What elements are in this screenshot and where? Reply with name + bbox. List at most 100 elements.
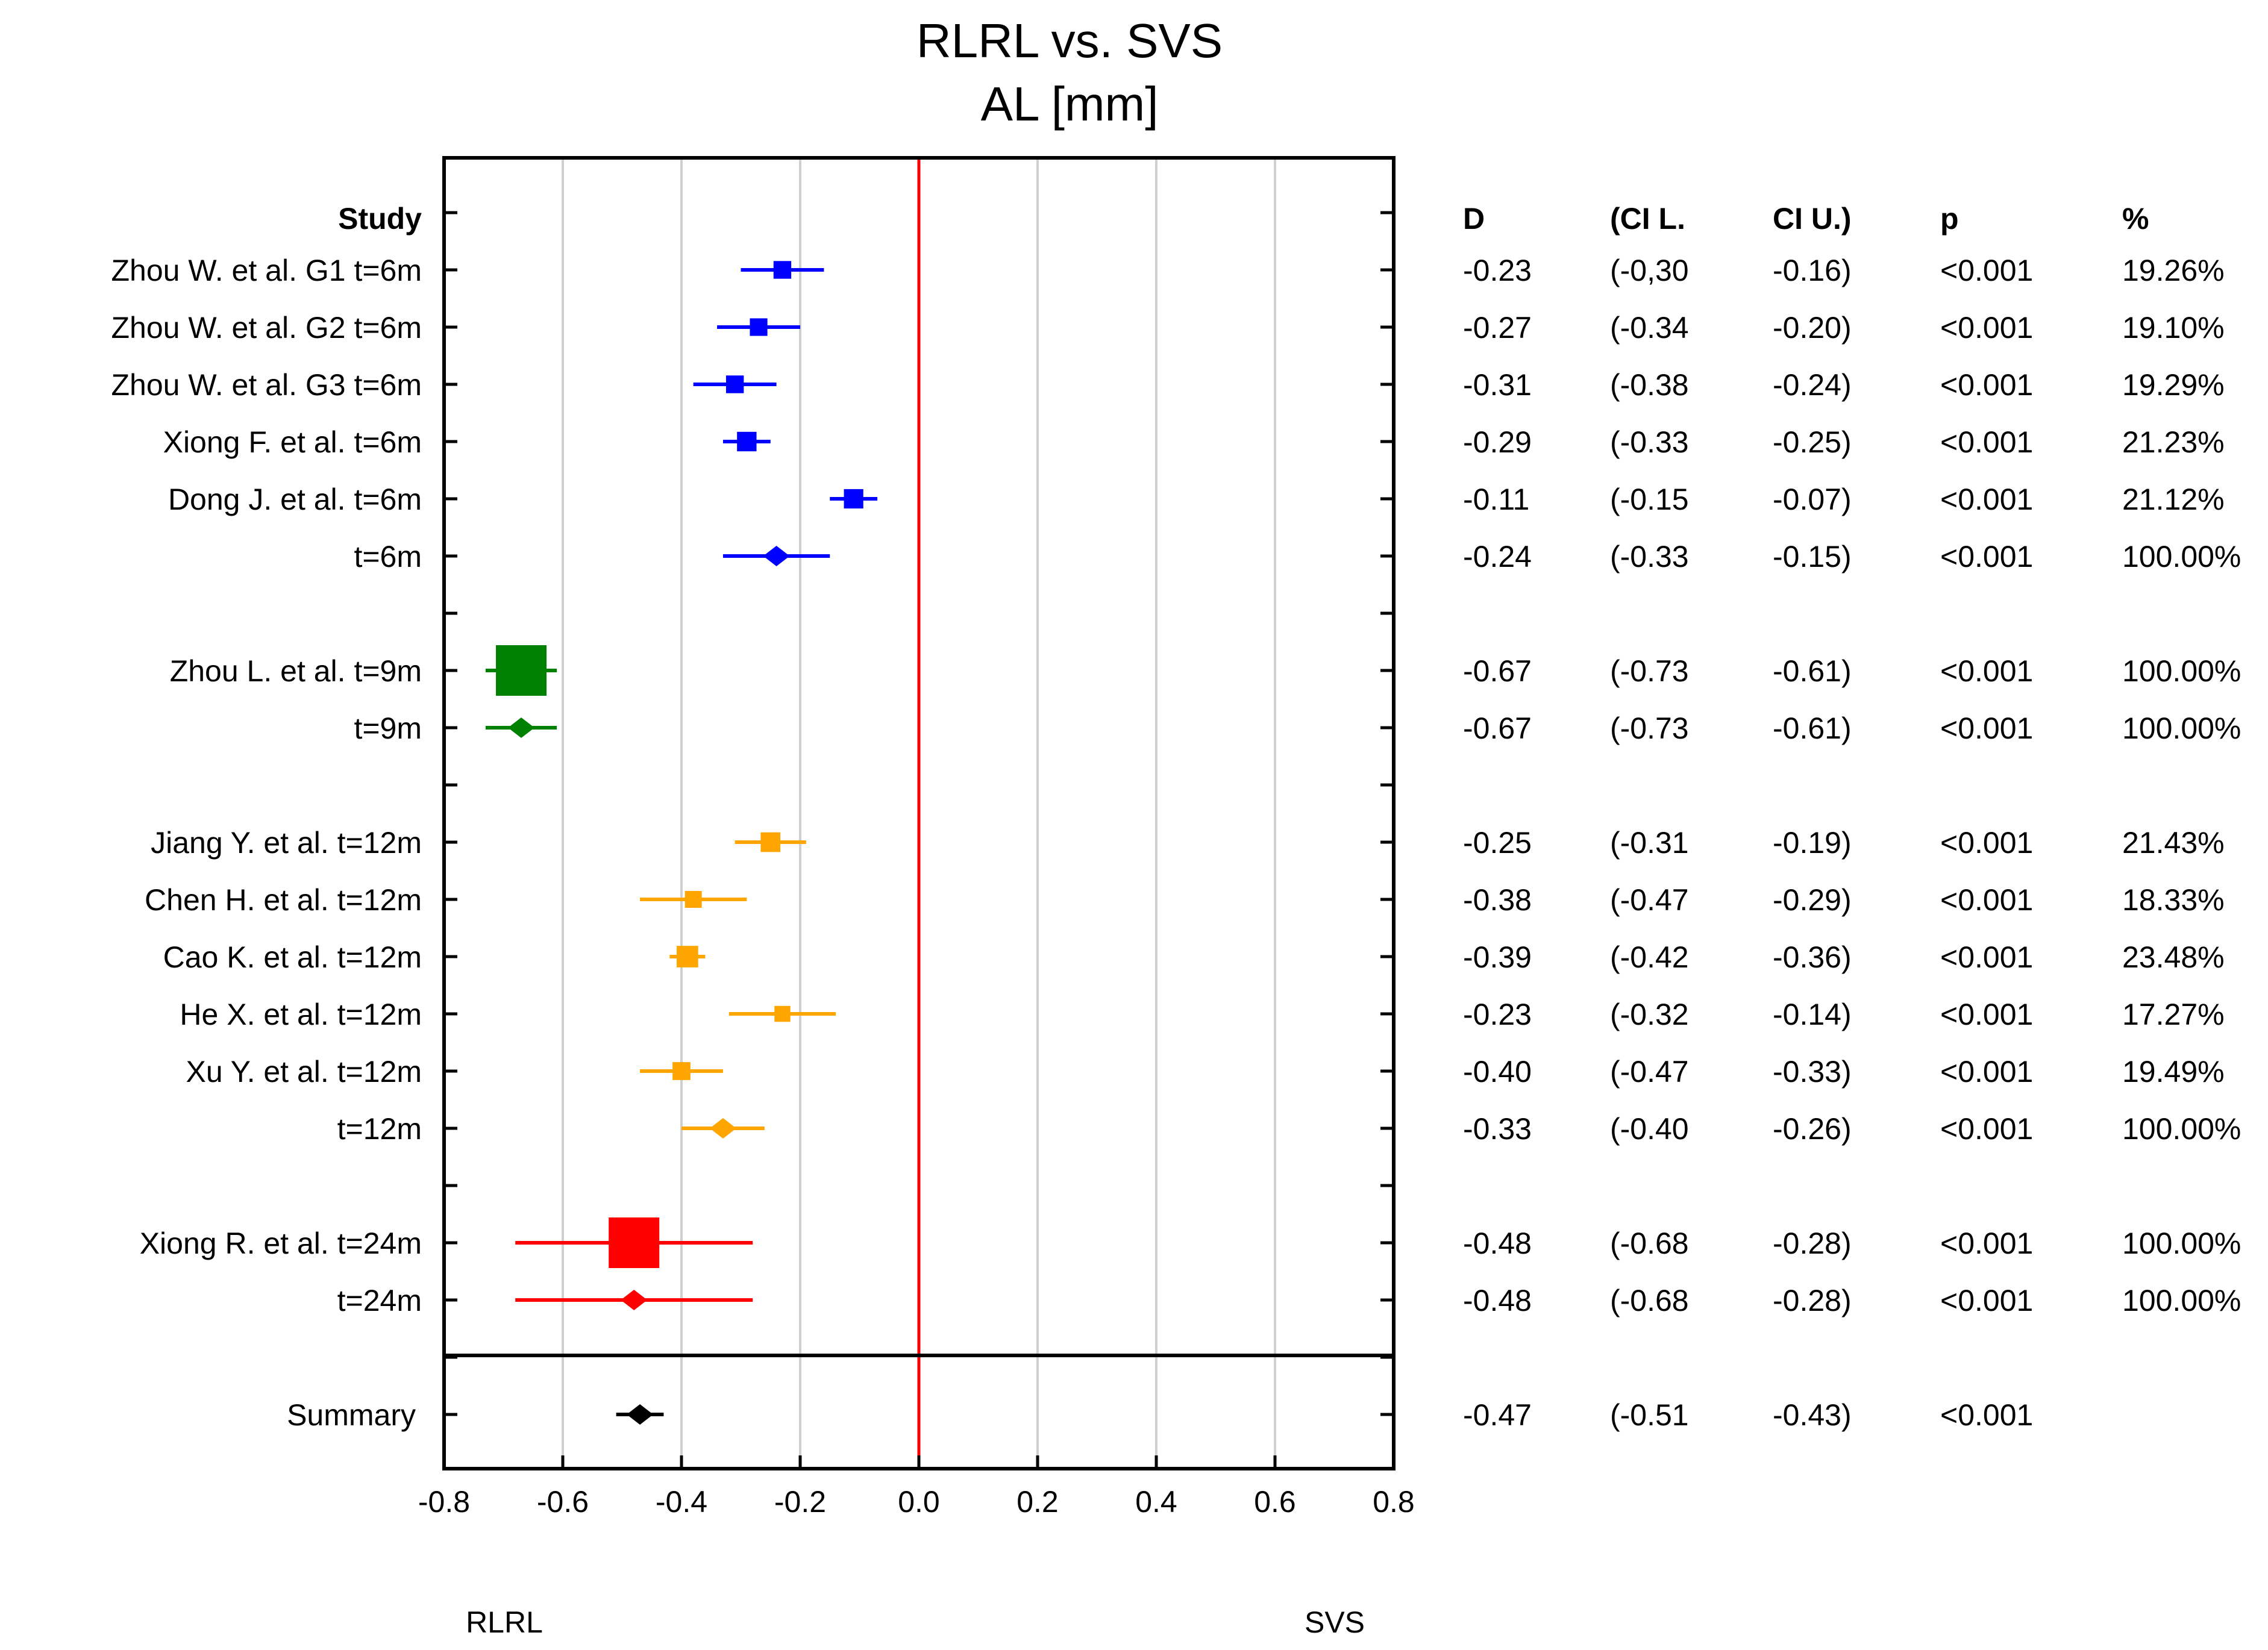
x-tick-label: 0.6 — [1254, 1485, 1296, 1519]
row-p-value: <0.001 — [1940, 826, 2033, 860]
row-p-value: <0.001 — [1940, 654, 2033, 688]
row-label: Dong J. et al. t=6m — [168, 483, 422, 516]
effect-square — [672, 1062, 691, 1080]
row-label: t=12m — [337, 1112, 422, 1146]
row-weight: 21.43% — [2122, 826, 2225, 860]
header-weight: % — [2122, 202, 2149, 236]
x-tick-label: -0.6 — [537, 1485, 589, 1519]
effect-square — [496, 645, 547, 696]
row-ci-lower: (-0.15 — [1610, 483, 1689, 516]
effect-square — [684, 891, 702, 908]
row-ci-upper: -0.61) — [1773, 711, 1852, 745]
row-p-value: <0.001 — [1940, 1112, 2033, 1146]
forest-marks — [485, 158, 921, 1469]
row-weight: 21.23% — [2122, 425, 2225, 459]
x-tick-label: 0.4 — [1135, 1485, 1177, 1519]
row-ci-upper: -0.61) — [1773, 654, 1852, 688]
row-p-value: <0.001 — [1940, 311, 2033, 345]
row-labels: Zhou W. et al. G1 t=6m -0.23 (-0,30 -0.16) <… — [111, 254, 2241, 1432]
row-weight: 19.10% — [2122, 311, 2225, 345]
row-ci-lower: (-0.47 — [1610, 1055, 1689, 1089]
row-d-value: -0.67 — [1463, 654, 1532, 688]
pooled-diamond — [709, 1118, 736, 1139]
effect-square — [844, 489, 863, 509]
effect-square — [609, 1217, 660, 1268]
header-study: Study — [338, 202, 422, 236]
row-d-value: -0.33 — [1463, 1112, 1532, 1146]
row-ci-lower: (-0.73 — [1610, 654, 1689, 688]
row-ci-upper: -0.36) — [1773, 940, 1852, 974]
chart-subtitle: AL [mm] — [981, 77, 1159, 131]
row-ci-lower: (-0.68 — [1610, 1227, 1689, 1260]
row-ci-lower: (-0.51 — [1610, 1398, 1689, 1432]
row-label: Cao K. et al. t=12m — [163, 940, 422, 974]
x-tick-label: -0.4 — [656, 1485, 707, 1519]
row-p-value: <0.001 — [1940, 1284, 2033, 1317]
row-ci-upper: -0.24) — [1773, 368, 1852, 402]
row-d-value: -0.38 — [1463, 883, 1532, 917]
row-weight: 17.27% — [2122, 998, 2225, 1031]
left-side-label: RLRL — [466, 1605, 543, 1639]
row-label: Xiong R. et al. t=24m — [140, 1227, 422, 1260]
row-p-value: <0.001 — [1940, 540, 2033, 573]
x-tick-label: -0.8 — [418, 1485, 470, 1519]
x-tick-label: 0.0 — [898, 1485, 940, 1519]
row-weight: 100.00% — [2122, 1112, 2241, 1146]
effect-square — [725, 375, 744, 393]
row-weight: 19.29% — [2122, 368, 2225, 402]
row-label: Xu Y. et al. t=12m — [186, 1055, 422, 1089]
row-ci-upper: -0.20) — [1773, 311, 1852, 345]
x-tick-label: 0.2 — [1017, 1485, 1059, 1519]
row-weight: 18.33% — [2122, 883, 2225, 917]
row-ci-upper: -0.43) — [1773, 1398, 1852, 1432]
row-weight: 19.49% — [2122, 1055, 2225, 1089]
x-tick-label: -0.2 — [774, 1485, 826, 1519]
row-label: t=6m — [354, 540, 422, 573]
row-d-value: -0.48 — [1463, 1284, 1532, 1317]
row-label: Xiong F. et al. t=6m — [163, 425, 422, 459]
row-weight: 21.12% — [2122, 483, 2225, 516]
row-weight: 100.00% — [2122, 1227, 2241, 1260]
pooled-diamond — [627, 1404, 654, 1425]
chart-title: RLRL vs. SVS — [916, 14, 1223, 67]
right-side-label: SVS — [1305, 1605, 1365, 1639]
pooled-diamond — [763, 546, 790, 566]
header-ciu: CI U.) — [1773, 202, 1852, 236]
header-d: D — [1463, 202, 1485, 236]
row-ci-lower: (-0.34 — [1610, 311, 1689, 345]
x-tick-label: 0.8 — [1373, 1485, 1415, 1519]
row-d-value: -0.25 — [1463, 826, 1532, 860]
row-p-value: <0.001 — [1940, 1398, 2033, 1432]
row-ci-upper: -0.26) — [1773, 1112, 1852, 1146]
row-p-value: <0.001 — [1940, 483, 2033, 516]
row-ci-lower: (-0,30 — [1610, 254, 1689, 287]
row-label: Summary — [287, 1398, 416, 1432]
row-ci-upper: -0.14) — [1773, 998, 1852, 1031]
row-p-value: <0.001 — [1940, 883, 2033, 917]
row-d-value: -0.24 — [1463, 540, 1532, 573]
row-p-value: <0.001 — [1940, 998, 2033, 1031]
row-p-value: <0.001 — [1940, 940, 2033, 974]
effect-square — [774, 1005, 791, 1022]
row-ci-lower: (-0.31 — [1610, 826, 1689, 860]
row-d-value: -0.47 — [1463, 1398, 1532, 1432]
row-ci-lower: (-0.47 — [1610, 883, 1689, 917]
row-label: Chen H. et al. t=12m — [145, 883, 422, 917]
row-d-value: -0.27 — [1463, 311, 1532, 345]
row-label: Zhou W. et al. G2 t=6m — [111, 311, 422, 345]
effect-square — [760, 832, 781, 852]
row-p-value: <0.001 — [1940, 368, 2033, 402]
row-label: Zhou W. et al. G1 t=6m — [111, 254, 422, 287]
row-d-value: -0.11 — [1463, 483, 1529, 516]
effect-square — [750, 318, 768, 336]
row-label: Zhou L. et al. t=9m — [170, 654, 422, 688]
row-d-value: -0.67 — [1463, 711, 1532, 745]
row-label: t=24m — [337, 1284, 422, 1317]
row-p-value: <0.001 — [1940, 254, 2033, 287]
row-weight: 23.48% — [2122, 940, 2225, 974]
header-p: p — [1940, 202, 1959, 236]
effect-square — [737, 431, 757, 452]
row-weight: 19.26% — [2122, 254, 2225, 287]
row-ci-lower: (-0.38 — [1610, 368, 1689, 402]
